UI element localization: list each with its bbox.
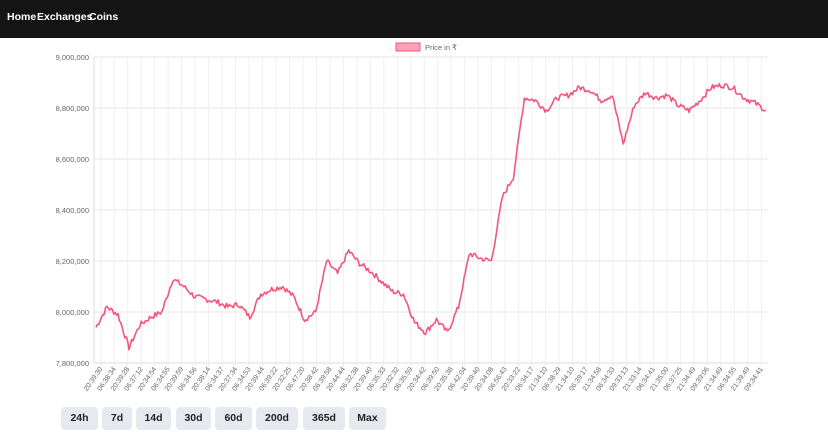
range-max-button[interactable]: Max [349,407,386,430]
range-365d-button[interactable]: 365d [303,407,345,430]
top-navbar: Home Exchanges Coins [0,0,828,38]
y-tick-label: 8,400,000 [56,206,89,215]
y-tick-label: 8,000,000 [56,308,89,317]
range-14d-button[interactable]: 14d [136,407,171,430]
range-30d-button[interactable]: 30d [176,407,211,430]
price-chart: 9,000,000 8,800,000 8,600,000 8,400,000 8,20… [56,38,772,395]
y-tick-label: 8,800,000 [56,104,89,113]
nav-home-link[interactable]: Home [7,11,37,23]
nav-coins-link[interactable]: Coins [89,11,119,23]
legend-swatch [395,42,421,52]
range-7d-button[interactable]: 7d [102,407,132,430]
range-200d-button[interactable]: 200d [256,407,298,430]
y-tick-label: 9,000,000 [56,53,89,62]
y-tick-label: 8,200,000 [56,257,89,266]
legend-label: Price in ₹ [425,43,457,52]
y-tick-label: 7,800,000 [56,359,89,368]
nav-exchanges-link[interactable]: Exchanges [37,11,93,23]
y-tick-label: 8,600,000 [56,155,89,164]
price-series-line [95,83,766,351]
price-chart-svg: 9,000,000 8,800,000 8,600,000 8,400,000 8,20… [56,42,768,392]
range-60d-button[interactable]: 60d [215,407,252,430]
range-24h-button[interactable]: 24h [61,407,98,430]
